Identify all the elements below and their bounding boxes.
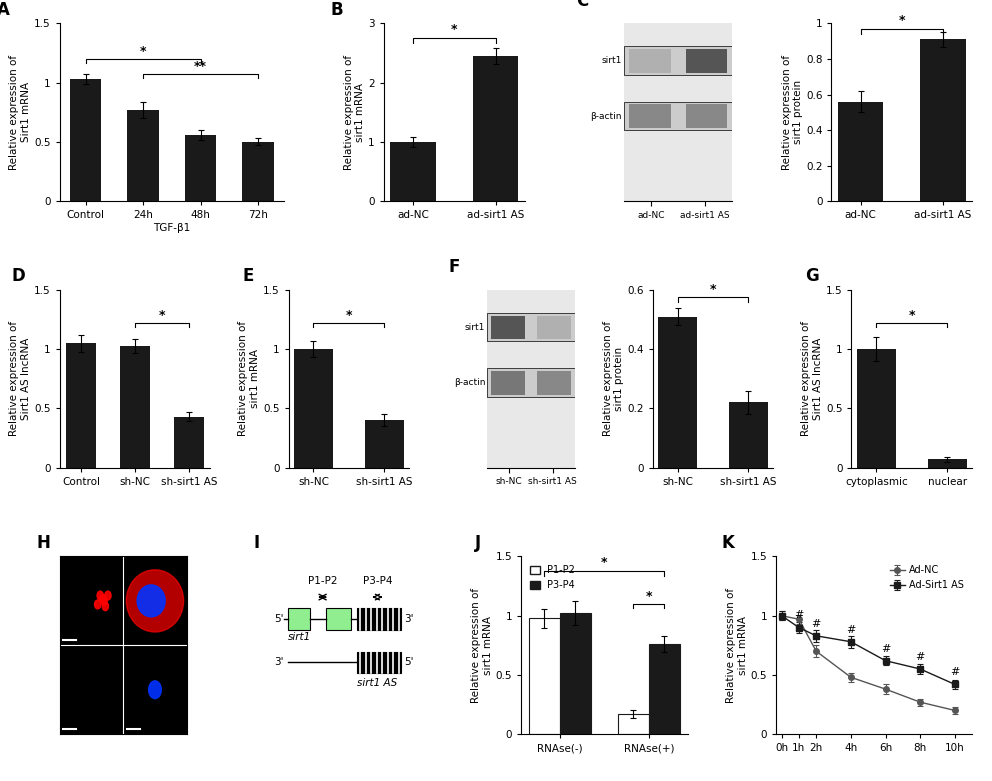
Text: #: # (811, 619, 821, 629)
Y-axis label: Relative expression of
sirt1 mRNA: Relative expression of sirt1 mRNA (726, 588, 748, 703)
Bar (491, 316, 525, 339)
Bar (928, 459, 966, 468)
Text: 3': 3' (274, 658, 284, 668)
Text: sirt1: sirt1 (288, 633, 310, 642)
Text: K: K (721, 533, 734, 551)
Bar (357, 608, 401, 630)
Bar (325, 608, 351, 630)
X-axis label: TGF-β1: TGF-β1 (153, 223, 190, 233)
Bar (357, 651, 401, 673)
Text: *: * (159, 308, 165, 322)
Bar (857, 349, 896, 468)
Bar (729, 402, 768, 468)
Bar (537, 316, 571, 339)
Text: *: * (140, 45, 147, 58)
Y-axis label: Relative expression of
sirt1 mRNA: Relative expression of sirt1 mRNA (344, 55, 365, 169)
Text: #: # (881, 644, 890, 654)
Text: P1-P2: P1-P2 (308, 576, 337, 587)
Text: *: * (345, 308, 352, 322)
Circle shape (105, 591, 111, 600)
Bar (685, 105, 727, 128)
Bar (537, 371, 571, 394)
Bar (69, 79, 101, 201)
Circle shape (102, 602, 108, 611)
Text: β-actin: β-actin (590, 112, 622, 121)
Circle shape (99, 594, 106, 604)
Y-axis label: Relative expression of
Sirt1 mRNA: Relative expression of Sirt1 mRNA (10, 55, 31, 169)
Ellipse shape (137, 585, 165, 617)
Text: P3-P4: P3-P4 (363, 576, 392, 587)
Bar (559, 613, 591, 734)
Y-axis label: Relative expression of
sirt1 mRNA: Relative expression of sirt1 mRNA (238, 321, 260, 437)
Text: sirt1 AS: sirt1 AS (357, 678, 398, 688)
Bar (618, 714, 649, 734)
Text: B: B (330, 1, 343, 19)
Text: sirt1: sirt1 (465, 323, 485, 332)
Text: sirt1: sirt1 (601, 56, 622, 66)
Text: *: * (451, 23, 457, 36)
Text: #: # (950, 667, 959, 677)
Text: *: * (899, 14, 905, 27)
Circle shape (149, 681, 162, 698)
Text: *: * (601, 556, 607, 569)
Text: #: # (846, 625, 855, 635)
Text: H: H (37, 533, 51, 551)
Text: **: ** (194, 60, 207, 73)
Bar (66, 344, 96, 468)
Text: C: C (576, 0, 588, 9)
Circle shape (94, 600, 101, 609)
Y-axis label: Relative expression of
Sirt1 AS lncRNA: Relative expression of Sirt1 AS lncRNA (10, 321, 31, 437)
Bar (242, 142, 274, 201)
Bar (491, 371, 525, 394)
Legend: P1-P2, P3-P4: P1-P2, P3-P4 (526, 562, 579, 594)
Bar (629, 49, 671, 73)
Bar (649, 644, 680, 734)
Bar (921, 39, 966, 201)
Bar (487, 368, 574, 397)
Text: D: D (11, 267, 25, 285)
Text: J: J (474, 533, 481, 551)
Bar (127, 110, 159, 201)
Bar (365, 420, 404, 468)
Y-axis label: Relative expression of
Sirt1 AS lncRNA: Relative expression of Sirt1 AS lncRNA (802, 321, 823, 437)
Text: F: F (448, 259, 459, 276)
Text: A: A (0, 1, 10, 19)
Y-axis label: Relative expression of
sirt1 protein: Relative expression of sirt1 protein (603, 321, 624, 437)
Bar (624, 102, 732, 130)
Bar (185, 135, 216, 201)
Ellipse shape (126, 570, 184, 632)
Bar (473, 56, 518, 201)
Circle shape (101, 597, 107, 605)
Text: β-actin: β-actin (453, 378, 485, 387)
Text: 5': 5' (404, 658, 414, 668)
Bar (120, 346, 150, 468)
Bar (294, 349, 333, 468)
Text: G: G (806, 267, 819, 285)
Y-axis label: Relative expression of
sirt1 mRNA: Relative expression of sirt1 mRNA (471, 588, 493, 703)
Text: 3': 3' (404, 614, 414, 624)
Text: #: # (916, 652, 925, 662)
Text: 5': 5' (274, 614, 284, 624)
Bar (487, 313, 574, 341)
Text: *: * (709, 283, 716, 296)
Bar (390, 142, 435, 201)
Text: I: I (254, 533, 260, 551)
Legend: Ad-NC, Ad-Sirt1 AS: Ad-NC, Ad-Sirt1 AS (886, 562, 967, 594)
Circle shape (97, 591, 103, 600)
Bar (629, 105, 671, 128)
Bar (529, 618, 559, 734)
Bar (685, 49, 727, 73)
Bar (174, 417, 203, 468)
Text: E: E (243, 267, 254, 285)
Bar (288, 608, 310, 630)
Text: #: # (795, 611, 804, 620)
Y-axis label: Relative expression of
sirt1 protein: Relative expression of sirt1 protein (782, 55, 804, 169)
Bar (624, 46, 732, 75)
Bar (838, 102, 883, 201)
Text: *: * (646, 590, 652, 603)
Text: *: * (909, 308, 915, 322)
Bar (658, 316, 697, 468)
